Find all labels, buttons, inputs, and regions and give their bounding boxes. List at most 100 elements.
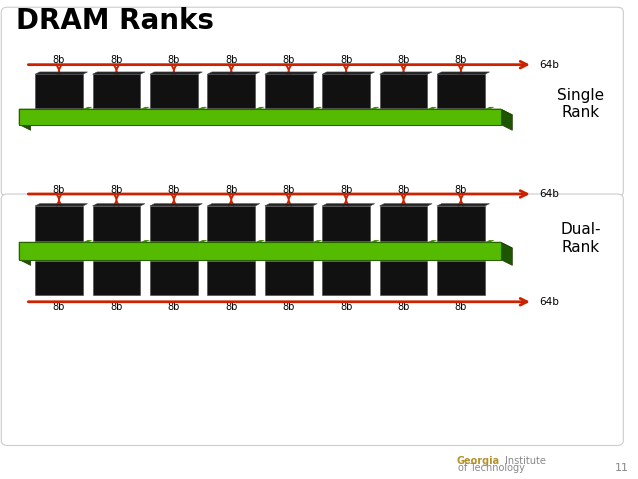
Polygon shape (19, 242, 31, 265)
Text: 8b: 8b (397, 55, 410, 65)
Polygon shape (437, 74, 485, 108)
Polygon shape (93, 204, 145, 206)
Polygon shape (265, 74, 313, 108)
Text: 8b: 8b (340, 185, 352, 195)
Polygon shape (93, 206, 140, 241)
Text: 8b: 8b (340, 302, 352, 312)
Polygon shape (485, 107, 494, 109)
Text: 8b: 8b (225, 185, 237, 195)
Polygon shape (19, 242, 501, 260)
Polygon shape (370, 240, 380, 242)
Polygon shape (322, 204, 375, 206)
Polygon shape (265, 261, 313, 295)
Polygon shape (207, 206, 255, 241)
Polygon shape (150, 261, 198, 295)
Polygon shape (19, 109, 501, 125)
Polygon shape (265, 72, 317, 74)
Polygon shape (255, 107, 265, 109)
Polygon shape (35, 261, 83, 295)
Text: 8b: 8b (340, 55, 352, 65)
Polygon shape (313, 240, 322, 242)
Text: 8b: 8b (53, 55, 65, 65)
Polygon shape (35, 74, 83, 108)
Polygon shape (380, 261, 427, 295)
Polygon shape (83, 240, 93, 242)
Polygon shape (207, 74, 255, 108)
Text: 11: 11 (614, 463, 628, 473)
Polygon shape (437, 206, 485, 241)
Polygon shape (265, 206, 313, 241)
Polygon shape (437, 72, 489, 74)
Text: Rank: Rank (561, 105, 600, 120)
Polygon shape (380, 206, 427, 241)
Polygon shape (322, 261, 370, 295)
Polygon shape (322, 206, 370, 241)
Text: Rank: Rank (561, 240, 600, 255)
Text: 8b: 8b (168, 55, 180, 65)
Text: 8b: 8b (397, 185, 410, 195)
Polygon shape (322, 74, 370, 108)
Polygon shape (370, 107, 380, 109)
Text: 64b: 64b (539, 297, 559, 307)
Polygon shape (93, 261, 140, 295)
FancyBboxPatch shape (1, 194, 623, 445)
Text: of Technology: of Technology (458, 463, 525, 473)
Polygon shape (140, 240, 150, 242)
Polygon shape (437, 261, 485, 295)
Polygon shape (313, 107, 322, 109)
Text: Single: Single (557, 88, 604, 103)
Text: 8b: 8b (455, 302, 467, 312)
Text: 8b: 8b (53, 185, 65, 195)
Polygon shape (93, 74, 140, 108)
Polygon shape (380, 72, 432, 74)
Polygon shape (150, 74, 198, 108)
Polygon shape (437, 204, 489, 206)
Polygon shape (83, 107, 93, 109)
Polygon shape (501, 242, 512, 265)
Polygon shape (35, 206, 83, 241)
Text: 8b: 8b (225, 302, 237, 312)
Polygon shape (207, 72, 260, 74)
Text: 64b: 64b (539, 60, 559, 69)
Polygon shape (380, 74, 427, 108)
Polygon shape (322, 72, 375, 74)
Polygon shape (427, 107, 437, 109)
Text: 8b: 8b (110, 302, 122, 312)
Text: Institute: Institute (505, 456, 546, 466)
Polygon shape (207, 261, 255, 295)
Text: 8b: 8b (455, 55, 467, 65)
Polygon shape (255, 240, 265, 242)
Polygon shape (19, 242, 512, 248)
Polygon shape (265, 204, 317, 206)
Text: Georgia: Georgia (456, 456, 500, 466)
Text: 8b: 8b (110, 55, 122, 65)
Text: 8b: 8b (110, 185, 122, 195)
Text: 8b: 8b (168, 302, 180, 312)
Polygon shape (35, 72, 87, 74)
Polygon shape (427, 240, 437, 242)
Text: 8b: 8b (283, 185, 295, 195)
Polygon shape (207, 204, 260, 206)
Polygon shape (380, 204, 432, 206)
Text: 8b: 8b (225, 55, 237, 65)
Polygon shape (19, 109, 512, 115)
Polygon shape (19, 109, 31, 130)
Polygon shape (93, 72, 145, 74)
Polygon shape (485, 240, 494, 242)
Text: DRAM Ranks: DRAM Ranks (16, 7, 214, 35)
Polygon shape (140, 107, 150, 109)
Text: 8b: 8b (455, 185, 467, 195)
Polygon shape (35, 204, 87, 206)
Text: 64b: 64b (539, 189, 559, 199)
Polygon shape (150, 206, 198, 241)
Polygon shape (501, 109, 512, 130)
Polygon shape (198, 240, 207, 242)
Polygon shape (198, 107, 207, 109)
Text: 8b: 8b (283, 55, 295, 65)
Polygon shape (150, 204, 202, 206)
Polygon shape (150, 72, 202, 74)
FancyBboxPatch shape (1, 7, 623, 196)
Text: 8b: 8b (168, 185, 180, 195)
Text: 8b: 8b (397, 302, 410, 312)
Text: Dual-: Dual- (560, 222, 601, 238)
